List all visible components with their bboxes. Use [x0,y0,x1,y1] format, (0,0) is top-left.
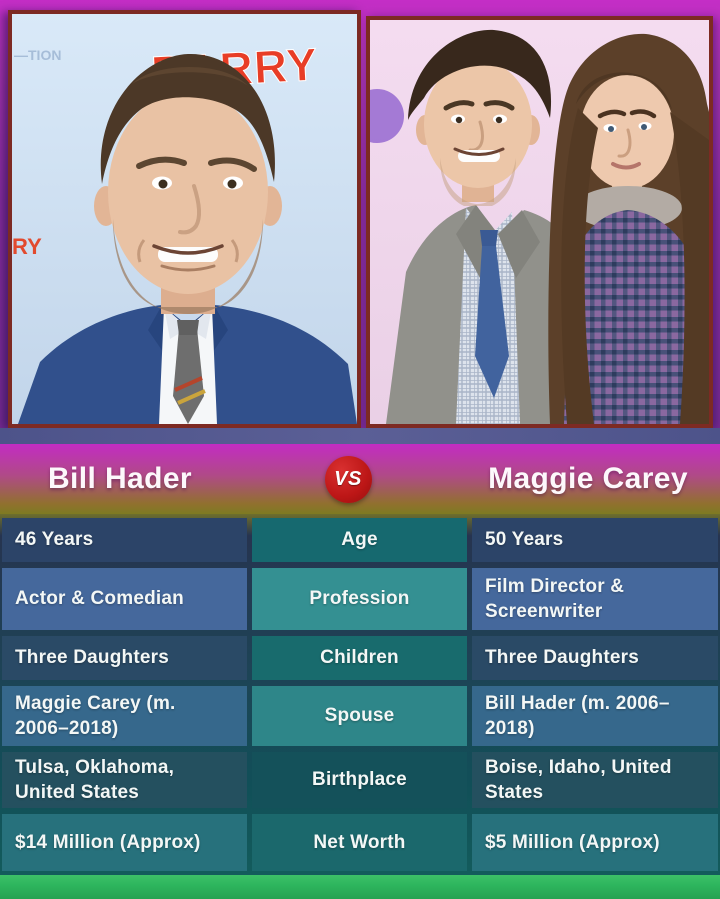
header-mid-zone: VS [240,455,456,503]
photos-divider-strip [0,428,720,444]
left-value-cell: Three Daughters [2,636,247,680]
attribute-label: Children [252,636,467,680]
right-value-cell: Film Director & Screenwriter [472,568,718,630]
left-value-cell: $14 Million (Approx) [2,814,247,871]
attribute-label: Birthplace [252,752,467,808]
attribute-label: Profession [252,568,467,630]
bill-hader-portrait-illustration: —TION BARRY RY [12,14,357,424]
row-age: 46 Years Age 50 Years [2,518,718,562]
photos-section: —TION BARRY RY [0,0,720,444]
right-value-cell: 50 Years [472,518,718,562]
backdrop-red-fragment: RY [12,234,42,259]
right-person-name: Maggie Carey [488,462,688,495]
vs-badge: VS [324,455,372,503]
couple-photo-illustration [370,20,709,424]
row-children: Three Daughters Children Three Daughters [2,636,718,680]
photo-bill-hader: —TION BARRY RY [8,10,361,428]
footer-strip [0,875,720,899]
left-person-name: Bill Hader [47,462,193,495]
header-band: Bill Hader VS Maggie Carey [0,444,720,514]
right-value-cell: Boise, Idaho, United States [472,752,718,808]
row-net-worth: $14 Million (Approx) Net Worth $5 Millio… [2,814,718,871]
left-value-cell: Tulsa, Oklahoma, United States [2,752,247,808]
header-left-zone: Bill Hader [0,462,240,496]
right-value-cell: Three Daughters [472,636,718,680]
left-value-cell: 46 Years [2,518,247,562]
row-birthplace: Tulsa, Oklahoma, United States Birthplac… [2,752,718,808]
left-value-cell: Maggie Carey (m. 2006–2018) [2,686,247,746]
comparison-table: 46 Years Age 50 Years Actor & Comedian P… [0,514,720,875]
row-profession: Actor & Comedian Profession Film Directo… [2,568,718,630]
attribute-label: Age [252,518,467,562]
photo-bill-hader-and-maggie-carey [366,16,713,428]
backdrop-logo-circle [370,89,404,143]
header-right-zone: Maggie Carey [456,462,720,496]
attribute-label: Net Worth [252,814,467,871]
row-spouse: Maggie Carey (m. 2006–2018) Spouse Bill … [2,686,718,746]
attribute-label: Spouse [252,686,467,746]
right-value-cell: $5 Million (Approx) [472,814,718,871]
backdrop-faint-text: —TION [14,47,61,63]
right-value-cell: Bill Hader (m. 2006–2018) [472,686,718,746]
vs-label: VS [334,467,362,490]
left-value-cell: Actor & Comedian [2,568,247,630]
